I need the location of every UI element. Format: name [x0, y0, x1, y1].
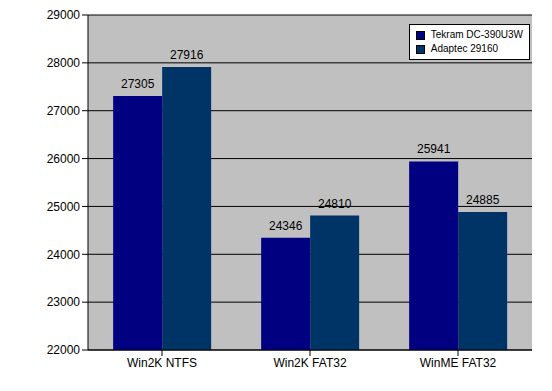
svg-text:22000: 22000	[47, 343, 81, 357]
svg-text:26000: 26000	[47, 152, 81, 166]
html-text:Tekram DC-390U3W: Tekram DC-390U3W	[430, 29, 523, 40]
svg-text:24346: 24346	[269, 219, 303, 233]
svg-text:24885: 24885	[466, 193, 500, 207]
svg-text:Win2K NTFS: Win2K NTFS	[127, 356, 197, 370]
svg-text:24810: 24810	[318, 197, 352, 211]
html-text:Adaptec 29160: Adaptec 29160	[430, 43, 498, 54]
svg-text:25000: 25000	[47, 200, 81, 214]
svg-text:24000: 24000	[47, 248, 81, 262]
svg-text:28000: 28000	[47, 56, 81, 70]
svg-text:25941: 25941	[417, 142, 451, 156]
svg-text:27000: 27000	[47, 104, 81, 118]
svg-text:23000: 23000	[47, 295, 81, 309]
svg-text:29000: 29000	[47, 8, 81, 22]
svg-text:27916: 27916	[170, 48, 204, 62]
svg-text:27305: 27305	[121, 77, 155, 91]
svg-text:WinME FAT32: WinME FAT32	[420, 356, 497, 370]
svg-text:Win2K FAT32: Win2K FAT32	[273, 356, 346, 370]
